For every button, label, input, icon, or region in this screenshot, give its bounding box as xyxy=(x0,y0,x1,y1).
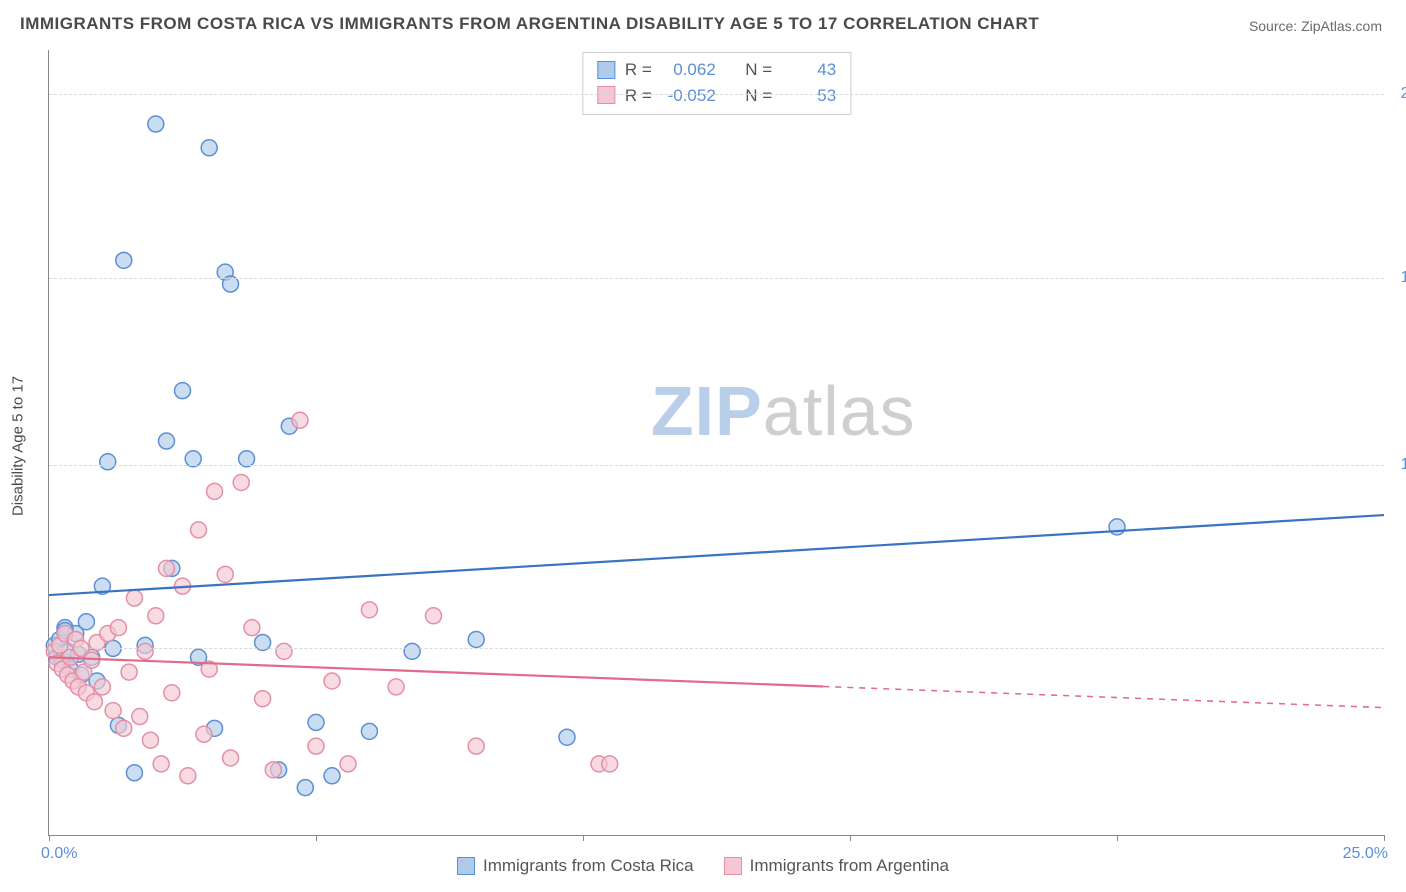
x-axis-min-label: 0.0% xyxy=(41,845,77,863)
data-point-argentina xyxy=(116,720,132,736)
x-tick xyxy=(1384,835,1385,841)
data-point-argentina xyxy=(164,685,180,701)
data-point-argentina xyxy=(94,679,110,695)
data-point-costa_rica xyxy=(175,383,191,399)
legend-swatch-argentina xyxy=(724,857,742,875)
trend-line-argentina xyxy=(49,657,823,686)
legend-item-argentina: Immigrants from Argentina xyxy=(724,856,949,876)
data-point-costa_rica xyxy=(559,729,575,745)
data-point-argentina xyxy=(602,756,618,772)
data-point-argentina xyxy=(110,620,126,636)
data-point-argentina xyxy=(324,673,340,689)
data-point-costa_rica xyxy=(1109,519,1125,535)
plot-area: ZIPatlas R =0.062 N =43R =-0.052 N =53 0… xyxy=(48,50,1384,836)
data-point-argentina xyxy=(121,664,137,680)
data-point-argentina xyxy=(132,709,148,725)
data-point-argentina xyxy=(207,483,223,499)
data-point-argentina xyxy=(425,608,441,624)
data-point-argentina xyxy=(223,750,239,766)
x-axis-max-label: 25.0% xyxy=(1343,845,1388,863)
data-point-argentina xyxy=(217,566,233,582)
gridline xyxy=(49,278,1384,279)
data-point-costa_rica xyxy=(297,780,313,796)
y-tick-label: 25.0% xyxy=(1401,85,1406,103)
data-point-argentina xyxy=(153,756,169,772)
data-point-argentina xyxy=(308,738,324,754)
legend-label: Immigrants from Costa Rica xyxy=(483,856,694,876)
x-tick xyxy=(49,835,50,841)
chart-title: IMMIGRANTS FROM COSTA RICA VS IMMIGRANTS… xyxy=(20,14,1039,34)
data-point-costa_rica xyxy=(468,631,484,647)
legend-item-costa_rica: Immigrants from Costa Rica xyxy=(457,856,694,876)
x-tick xyxy=(850,835,851,841)
legend-swatch-costa_rica xyxy=(457,857,475,875)
source-attribution: Source: ZipAtlas.com xyxy=(1249,18,1382,34)
data-point-argentina xyxy=(191,522,207,538)
data-point-costa_rica xyxy=(158,433,174,449)
data-point-argentina xyxy=(126,590,142,606)
data-point-argentina xyxy=(105,703,121,719)
y-tick-label: 12.5% xyxy=(1401,456,1406,474)
data-point-argentina xyxy=(158,560,174,576)
data-point-costa_rica xyxy=(324,768,340,784)
trend-line-costa_rica xyxy=(49,515,1384,595)
data-point-costa_rica xyxy=(126,765,142,781)
data-point-argentina xyxy=(233,474,249,490)
data-point-costa_rica xyxy=(404,643,420,659)
swatch-costa_rica xyxy=(597,61,615,79)
data-point-argentina xyxy=(388,679,404,695)
stat-n-label: N = xyxy=(745,57,772,83)
data-point-argentina xyxy=(84,652,100,668)
x-tick xyxy=(1117,835,1118,841)
data-point-costa_rica xyxy=(100,454,116,470)
gridline xyxy=(49,465,1384,466)
stat-r-value: 0.062 xyxy=(662,57,716,83)
data-point-argentina xyxy=(340,756,356,772)
data-point-argentina xyxy=(142,732,158,748)
data-point-costa_rica xyxy=(78,614,94,630)
data-point-costa_rica xyxy=(361,723,377,739)
stat-r-label: R = xyxy=(625,57,652,83)
gridline xyxy=(49,648,1384,649)
data-point-argentina xyxy=(276,643,292,659)
series-legend: Immigrants from Costa Rica Immigrants fro… xyxy=(457,856,949,876)
y-axis-label: Disability Age 5 to 17 xyxy=(10,376,27,516)
scatter-svg xyxy=(49,50,1384,835)
data-point-argentina xyxy=(86,694,102,710)
data-point-argentina xyxy=(137,643,153,659)
data-point-costa_rica xyxy=(308,714,324,730)
data-point-argentina xyxy=(292,412,308,428)
data-point-argentina xyxy=(255,691,271,707)
data-point-costa_rica xyxy=(201,140,217,156)
data-point-costa_rica xyxy=(148,116,164,132)
data-point-argentina xyxy=(468,738,484,754)
data-point-argentina xyxy=(244,620,260,636)
data-point-costa_rica xyxy=(116,252,132,268)
stat-n-value: 43 xyxy=(782,57,836,83)
data-point-argentina xyxy=(148,608,164,624)
data-point-argentina xyxy=(361,602,377,618)
data-point-argentina xyxy=(180,768,196,784)
x-tick xyxy=(316,835,317,841)
y-tick-label: 18.8% xyxy=(1401,269,1406,287)
correlation-legend: R =0.062 N =43R =-0.052 N =53 xyxy=(582,52,851,115)
x-tick xyxy=(583,835,584,841)
gridline xyxy=(49,94,1384,95)
data-point-argentina xyxy=(196,726,212,742)
stat-row-costa_rica: R = 0.062 N = 43 xyxy=(597,57,836,83)
data-point-argentina xyxy=(265,762,281,778)
legend-label: Immigrants from Argentina xyxy=(750,856,949,876)
trend-line-dashed-argentina xyxy=(823,686,1384,707)
